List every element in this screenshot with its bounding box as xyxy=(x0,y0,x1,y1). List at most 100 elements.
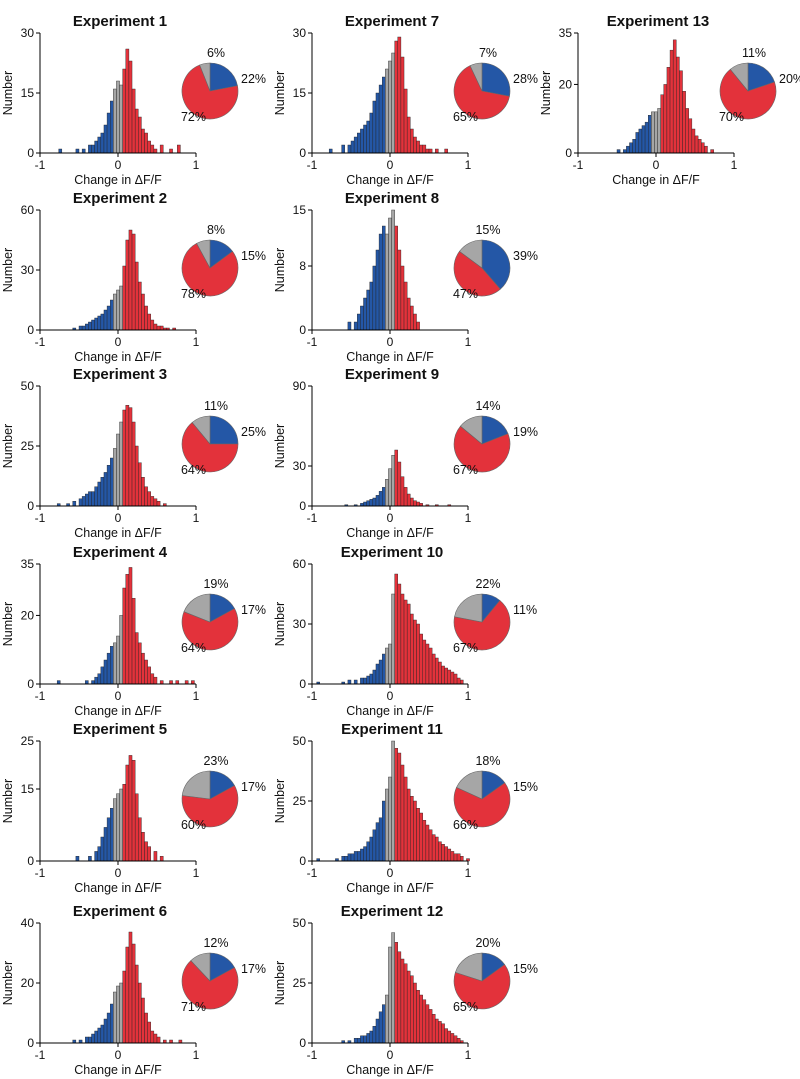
histogram-bar xyxy=(413,136,417,154)
y-tick-label: 20 xyxy=(21,976,35,990)
histogram-bar xyxy=(100,477,105,507)
pie-slice xyxy=(453,65,510,120)
histogram-bar xyxy=(116,433,120,507)
histogram-bar xyxy=(428,829,433,862)
histogram-bar xyxy=(106,112,111,154)
pie-label: 20% xyxy=(779,72,800,86)
histogram-bar xyxy=(134,445,139,507)
pie-slice xyxy=(181,960,239,1010)
histogram-bar xyxy=(353,679,358,685)
histogram-bar xyxy=(97,673,102,685)
histogram-bar xyxy=(460,679,464,685)
histogram-bar xyxy=(701,142,705,154)
pie-slice xyxy=(181,64,239,120)
histogram-bar xyxy=(344,856,349,862)
x-axis-label: Change in ΔF/F xyxy=(346,704,434,718)
histogram-bar xyxy=(410,796,414,862)
histogram-bar xyxy=(347,321,352,331)
histogram-bar xyxy=(153,1033,158,1044)
pie-slice xyxy=(729,62,749,92)
histogram-bar xyxy=(128,755,133,862)
histogram-bar xyxy=(91,1033,95,1044)
histogram-bar xyxy=(109,100,114,154)
pie-slice xyxy=(453,250,501,297)
histogram-bar xyxy=(419,812,423,862)
y-axis-label: Number xyxy=(273,424,287,468)
histogram-bar xyxy=(416,990,420,1044)
histogram-bar xyxy=(103,309,108,331)
x-tick-label: 0 xyxy=(653,158,660,172)
histogram-bar xyxy=(357,132,361,154)
histogram-bar xyxy=(153,148,158,154)
histogram-bar xyxy=(422,144,427,154)
y-tick-label: 60 xyxy=(21,203,35,217)
pie-label: 14% xyxy=(475,399,500,413)
y-tick-label: 90 xyxy=(293,379,307,393)
x-tick-label: -1 xyxy=(35,158,46,172)
histogram-bar xyxy=(134,632,139,685)
histogram-bar xyxy=(623,149,627,154)
pie-slice xyxy=(181,422,239,473)
histogram-bar xyxy=(119,421,123,507)
x-tick-label: -1 xyxy=(307,689,318,703)
chart-title: Experiment 12 xyxy=(341,903,444,920)
pie-slice xyxy=(190,952,211,982)
histogram-bar xyxy=(431,653,436,685)
histogram-bar xyxy=(347,144,352,154)
histogram-bar xyxy=(353,1037,358,1044)
histogram-bar xyxy=(116,635,120,685)
pie-label: 7% xyxy=(479,46,497,60)
histogram-bar xyxy=(363,846,367,862)
histogram-bar xyxy=(360,305,364,331)
x-axis-label: Change in ΔF/F xyxy=(74,881,162,895)
pie-label: 17% xyxy=(241,603,266,617)
histogram-bar xyxy=(119,615,123,685)
histogram-bar xyxy=(372,497,377,507)
histogram-bar xyxy=(119,285,123,331)
histogram-bar xyxy=(388,946,392,1044)
x-tick-label: 1 xyxy=(465,689,472,703)
histogram-bar xyxy=(138,116,142,154)
histogram-bar xyxy=(360,128,364,154)
histogram-bar xyxy=(150,144,155,154)
chart-title: Experiment 2 xyxy=(73,190,167,207)
histogram-bar xyxy=(691,128,696,154)
histogram-bar xyxy=(144,305,148,331)
chart-title: Experiment 13 xyxy=(607,13,710,30)
histogram-bar xyxy=(422,639,427,685)
pie-label: 28% xyxy=(513,72,538,86)
pie-label: 6% xyxy=(207,46,225,60)
histogram-bar xyxy=(169,680,173,685)
histogram-bar xyxy=(147,491,151,507)
histogram-bar xyxy=(413,619,417,685)
histogram-bar xyxy=(394,942,398,1044)
histogram-bar xyxy=(369,1030,374,1044)
histogram-bar xyxy=(657,108,661,154)
histogram-bar xyxy=(400,593,405,685)
histogram-bar xyxy=(328,148,333,154)
pie-label: 64% xyxy=(181,463,206,477)
histogram-bar xyxy=(357,851,361,862)
histogram-bar xyxy=(366,289,370,331)
y-tick-label: 30 xyxy=(293,617,307,631)
histogram-bar xyxy=(366,1033,370,1044)
histogram-bar xyxy=(91,144,95,154)
histogram-bar xyxy=(131,598,136,685)
histogram-bar xyxy=(375,249,380,331)
histogram-bar xyxy=(385,233,389,331)
histogram-bar xyxy=(413,800,417,862)
histogram-bar xyxy=(644,121,649,154)
histogram-bar xyxy=(388,643,392,685)
pie-label: 15% xyxy=(241,249,266,263)
histogram-bar xyxy=(113,642,117,685)
histogram-bar xyxy=(75,148,80,154)
histogram-bar xyxy=(363,501,367,507)
histogram-bar xyxy=(388,776,392,862)
histogram-bar xyxy=(394,748,398,862)
x-tick-label: 1 xyxy=(465,158,472,172)
histogram-bar xyxy=(406,297,411,331)
histogram-bar xyxy=(88,856,92,862)
